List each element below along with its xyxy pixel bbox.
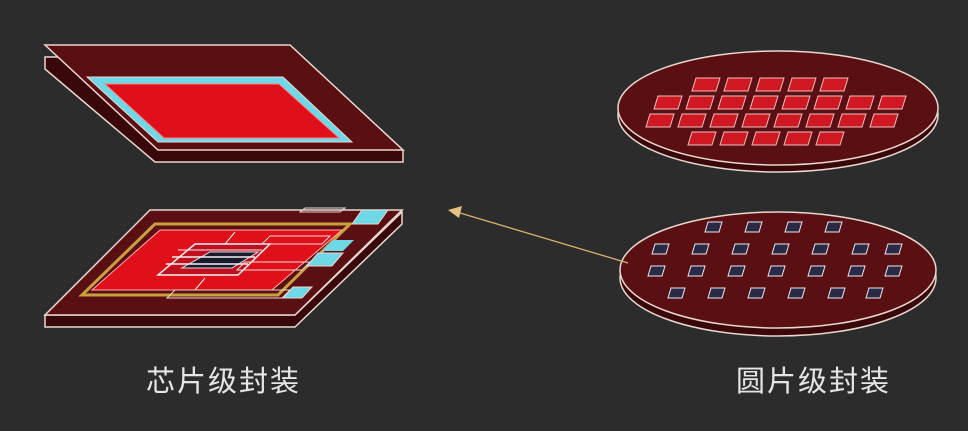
wafer-pad bbox=[771, 243, 790, 255]
wafer-pad bbox=[691, 243, 710, 255]
wafer-die bbox=[751, 131, 781, 146]
wafer-die bbox=[685, 95, 715, 110]
wafer-die bbox=[819, 77, 849, 92]
wafer-pad bbox=[847, 265, 866, 277]
wafer-pad bbox=[727, 265, 746, 277]
wafer-pad bbox=[667, 287, 686, 299]
wafer-die bbox=[781, 95, 811, 110]
wafer-pad bbox=[767, 265, 786, 277]
wafer-die bbox=[717, 95, 747, 110]
wafer-with-dies-icon bbox=[617, 50, 939, 173]
wafer-die bbox=[687, 131, 717, 146]
wafer-pad bbox=[824, 221, 843, 233]
wafer-die bbox=[787, 77, 817, 92]
wafer-pad bbox=[747, 287, 766, 299]
wafer-die bbox=[877, 95, 907, 110]
wafer-die bbox=[645, 113, 675, 128]
wafer-die bbox=[845, 95, 875, 110]
wafer-pad bbox=[827, 287, 846, 299]
wafer-pad bbox=[865, 287, 884, 299]
wafer-pad bbox=[687, 265, 706, 277]
wafer-pad bbox=[884, 265, 903, 277]
wafer-die bbox=[815, 131, 845, 146]
wafer-pad bbox=[787, 287, 806, 299]
wafer-die bbox=[653, 95, 683, 110]
wafer-die bbox=[869, 113, 899, 128]
wafer-die bbox=[719, 131, 749, 146]
chip-level-caption: 芯片级封装 bbox=[146, 364, 302, 398]
package-base-icon bbox=[43, 207, 404, 328]
wafer-pad bbox=[784, 221, 803, 233]
wafer-die bbox=[755, 77, 785, 92]
wafer-die-grid bbox=[645, 77, 907, 146]
wafer-pad bbox=[647, 265, 666, 277]
wafer-die bbox=[709, 113, 739, 128]
wafer-die bbox=[723, 77, 753, 92]
wafer-die bbox=[691, 77, 721, 92]
wafer-die bbox=[741, 113, 771, 128]
wafer-pad-grid bbox=[647, 221, 903, 299]
package-lid-icon bbox=[43, 44, 405, 163]
wafer-die bbox=[837, 113, 867, 128]
wafer-pad bbox=[744, 221, 763, 233]
wafer-die bbox=[805, 113, 835, 128]
wafer-pad bbox=[807, 265, 826, 277]
arrow-icon bbox=[448, 206, 629, 264]
wafer-pad bbox=[851, 243, 870, 255]
wafer-die bbox=[773, 113, 803, 128]
wafer-pad bbox=[707, 287, 726, 299]
wafer-level-caption: 圆片级封装 bbox=[736, 364, 892, 398]
wafer-pad bbox=[884, 243, 903, 255]
wafer-with-pads-icon bbox=[619, 211, 937, 337]
wafer-die bbox=[813, 95, 843, 110]
wafer-pad bbox=[651, 243, 670, 255]
wafer-pad bbox=[704, 221, 723, 233]
wafer-pad bbox=[731, 243, 750, 255]
wafer-die bbox=[783, 131, 813, 146]
wafer-pad bbox=[811, 243, 830, 255]
wafer-die bbox=[677, 113, 707, 128]
wafer-die bbox=[749, 95, 779, 110]
